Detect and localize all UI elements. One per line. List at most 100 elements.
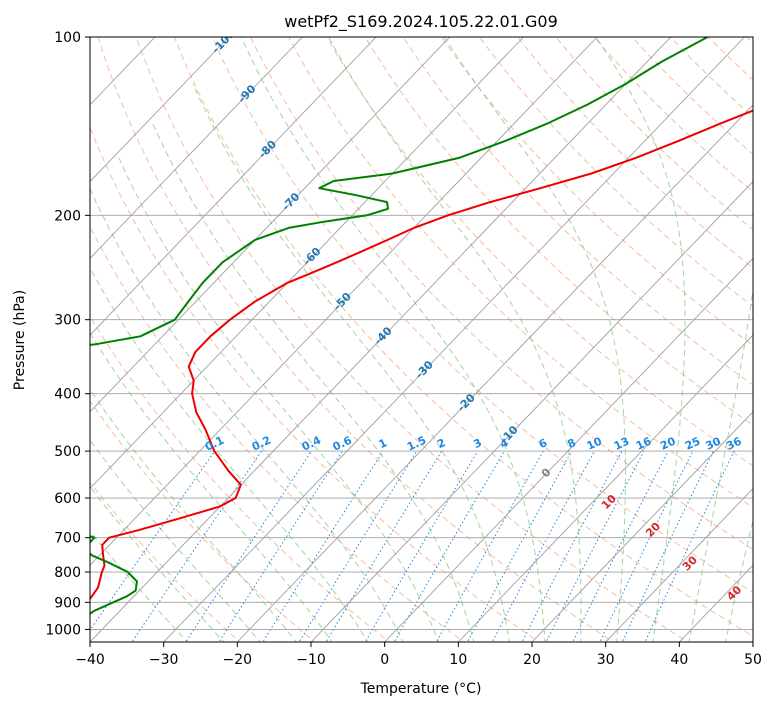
y-tick-label: 700 [54,531,81,547]
moist-adiabat [240,37,546,642]
isotherm [90,37,377,336]
isotherm [237,104,753,642]
moist-adiabat [152,123,475,642]
x-tick-label: 40 [670,652,688,668]
y-tick-label: 300 [54,313,81,329]
mixing-ratio-line [185,450,313,642]
mixing-ratio-label: 16 [634,434,654,452]
x-tick-label: 10 [449,652,467,668]
x-tick-label: −20 [223,652,253,668]
mixing-ratio-label: 36 [724,434,744,452]
x-tick-label: −30 [149,652,179,668]
x-tick-label: −40 [75,652,105,668]
isotherm [310,180,753,642]
moist-adiabat-label: 10 [599,492,619,512]
dry-adiabat [90,225,465,642]
y-tick-label: 1000 [45,622,81,638]
mixing-ratio-line [572,450,669,642]
isotherm-label: -100 [209,27,238,56]
mixing-ratio-line [621,450,714,642]
mixing-ratio-label: 0.2 [250,434,273,454]
isotherm [0,37,8,642]
dry-adiabat [90,315,391,642]
dry-adiabat [771,24,775,645]
moist-adiabat [192,83,510,642]
dry-adiabat [211,37,753,593]
y-tick-label: 900 [54,595,81,611]
dry-adiabat [402,37,753,386]
isotherm [752,641,753,642]
series-layer [90,37,753,615]
mixing-ratio-line [218,450,343,642]
dry-adiabat [135,37,690,642]
y-tick-label: 200 [54,208,81,224]
mixing-ratio-line [262,450,384,642]
isotherm [458,334,753,642]
dry-adiabat [250,37,753,550]
mixing-ratio-line [90,450,216,631]
moist-adiabat-label: 30 [680,553,700,573]
mixing-ratio-label: 1.5 [405,434,428,454]
mixing-ratio-label: 30 [704,434,724,452]
mixing-ratio-line [393,450,505,642]
plot-frame [89,36,754,643]
dry-adiabat [326,37,753,467]
isotherm [163,37,745,642]
dry-adiabat [364,37,753,426]
moist-adiabat [90,332,333,642]
mixing-ratio-label: 1 [377,436,389,451]
dry-adiabat [90,400,316,642]
isotherm [90,37,598,566]
mixing-ratio-line [644,450,735,642]
mixing-ratio-line [491,450,595,642]
grid-layer [0,24,775,645]
mixing-ratio-line [466,450,573,642]
isotherm [679,564,753,642]
isotherm [90,37,451,413]
x-tick-label: 20 [523,652,541,668]
moist-adiabat [90,439,261,642]
y-tick-label: 500 [54,444,81,460]
dewpoint-profile [90,37,709,615]
moist-adiabat [725,518,753,642]
moist-adiabat-label: 40 [724,583,744,603]
y-tick-label: 400 [54,387,81,403]
x-tick-label: −10 [296,652,326,668]
x-tick-label: 0 [380,652,389,668]
isotherm [90,37,230,183]
isotherm [384,257,753,642]
mixing-ratio-label: 0.4 [300,433,323,453]
mixing-ratio-label: 2 [435,436,447,451]
isotherm [90,37,303,259]
mixing-ratio-label: 8 [565,436,577,451]
x-axis-label: Temperature (°C) [360,681,482,697]
dry-adiabat [173,37,753,637]
y-axis-label: Pressure (hPa) [12,290,28,390]
moist-adiabat [90,486,225,642]
dry-adiabat [90,481,241,642]
y-tick-label: 600 [54,491,81,507]
moist-adiabat [688,287,753,642]
mixing-ratio-label: 3 [471,436,483,451]
mixing-ratio-line [364,450,479,642]
isotherm [605,487,753,642]
mixing-ratio-label: 10 [585,434,605,452]
moist-adiabat [90,187,404,642]
mixing-ratio-label: 13 [612,435,631,453]
y-tick-label: 100 [54,30,81,46]
moist-adiabat [118,157,440,642]
mixing-ratio-line [521,450,623,642]
temperature-profile [90,109,753,601]
mixing-ratio-label: 25 [683,435,702,453]
dry-adiabat [440,37,753,346]
moist-adiabat [595,37,686,642]
mixing-ratio-label: 20 [658,434,678,452]
isotherm [90,37,524,490]
x-tick-label: 50 [744,652,762,668]
mixing-ratio-line [298,450,418,642]
dry-adiabat [288,37,753,508]
x-tick-label: 30 [597,652,615,668]
mixing-ratio-line [435,450,544,642]
axis-layer: −40 −30 −20 −10 0 10 20 30 40 50 100 200 300 400 500 60… [45,30,762,668]
